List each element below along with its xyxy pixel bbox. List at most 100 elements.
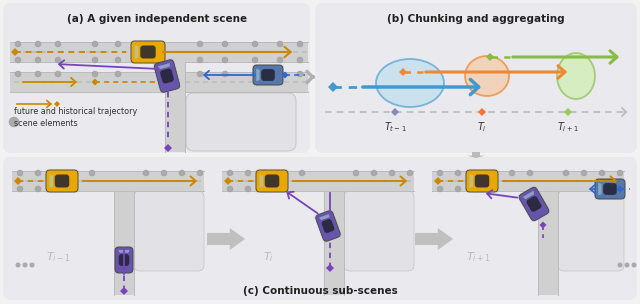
Polygon shape (61, 180, 66, 182)
Polygon shape (526, 180, 531, 182)
Circle shape (197, 71, 203, 77)
Polygon shape (221, 81, 226, 83)
FancyBboxPatch shape (160, 68, 174, 84)
Polygon shape (77, 51, 82, 53)
Polygon shape (23, 81, 28, 83)
Polygon shape (562, 180, 567, 182)
Circle shape (407, 170, 413, 176)
Polygon shape (164, 144, 172, 152)
Circle shape (389, 170, 395, 176)
Polygon shape (118, 250, 129, 253)
FancyBboxPatch shape (252, 64, 284, 86)
Polygon shape (49, 174, 53, 188)
Circle shape (297, 71, 303, 77)
FancyBboxPatch shape (134, 191, 204, 271)
Polygon shape (463, 180, 468, 182)
FancyBboxPatch shape (45, 169, 79, 193)
Polygon shape (114, 191, 134, 295)
Polygon shape (540, 222, 547, 229)
Polygon shape (230, 51, 235, 53)
Ellipse shape (465, 56, 509, 96)
Polygon shape (490, 180, 495, 182)
Polygon shape (326, 264, 334, 272)
Text: future and historical trajectory: future and historical trajectory (14, 107, 137, 116)
Polygon shape (70, 180, 75, 182)
Polygon shape (598, 180, 603, 182)
Circle shape (179, 170, 185, 176)
Polygon shape (77, 81, 82, 83)
Polygon shape (391, 108, 399, 116)
Polygon shape (133, 180, 138, 182)
Text: $T_{i+1}$: $T_{i+1}$ (557, 120, 579, 134)
Polygon shape (282, 71, 289, 78)
Circle shape (15, 262, 20, 268)
Circle shape (29, 262, 35, 268)
Polygon shape (253, 180, 258, 182)
Polygon shape (486, 53, 494, 61)
Polygon shape (59, 81, 64, 83)
Polygon shape (298, 180, 303, 182)
Circle shape (297, 41, 303, 47)
Circle shape (35, 186, 41, 192)
Circle shape (297, 57, 303, 63)
FancyBboxPatch shape (465, 169, 499, 193)
Polygon shape (86, 51, 91, 53)
Polygon shape (478, 108, 486, 116)
Polygon shape (399, 68, 407, 76)
Circle shape (55, 41, 61, 47)
Polygon shape (280, 180, 285, 182)
Polygon shape (34, 180, 39, 182)
Circle shape (9, 117, 19, 127)
Circle shape (563, 170, 569, 176)
Polygon shape (113, 51, 118, 53)
Polygon shape (535, 180, 540, 182)
Polygon shape (607, 180, 612, 182)
Polygon shape (113, 81, 118, 83)
Polygon shape (293, 81, 298, 83)
Circle shape (527, 170, 533, 176)
Circle shape (371, 170, 377, 176)
Polygon shape (122, 81, 127, 83)
FancyBboxPatch shape (153, 58, 181, 94)
Polygon shape (10, 42, 308, 62)
FancyBboxPatch shape (118, 254, 129, 266)
Circle shape (299, 170, 305, 176)
Polygon shape (302, 51, 307, 53)
Polygon shape (316, 180, 321, 182)
FancyBboxPatch shape (594, 178, 626, 200)
Circle shape (252, 57, 258, 63)
Ellipse shape (376, 59, 444, 107)
Polygon shape (106, 180, 111, 182)
FancyBboxPatch shape (46, 170, 78, 192)
Text: $T_{i-1}$: $T_{i-1}$ (45, 250, 70, 264)
Circle shape (222, 41, 228, 47)
Polygon shape (230, 81, 235, 83)
Circle shape (281, 170, 287, 176)
Circle shape (277, 57, 283, 63)
Polygon shape (92, 78, 99, 85)
FancyBboxPatch shape (344, 191, 414, 271)
FancyBboxPatch shape (604, 183, 617, 195)
Polygon shape (140, 51, 145, 53)
Polygon shape (469, 174, 473, 188)
Circle shape (15, 57, 21, 63)
Polygon shape (293, 51, 298, 53)
Polygon shape (445, 180, 450, 182)
FancyBboxPatch shape (115, 247, 133, 273)
Polygon shape (257, 81, 262, 83)
Polygon shape (352, 180, 357, 182)
Polygon shape (553, 180, 558, 182)
Circle shape (53, 170, 59, 176)
Circle shape (89, 170, 95, 176)
Polygon shape (580, 180, 585, 182)
Polygon shape (149, 51, 154, 53)
Polygon shape (564, 108, 572, 116)
Polygon shape (226, 180, 231, 182)
Circle shape (625, 262, 630, 268)
FancyBboxPatch shape (466, 170, 498, 192)
Polygon shape (325, 180, 330, 182)
Polygon shape (397, 180, 402, 182)
Polygon shape (436, 180, 441, 182)
Polygon shape (140, 81, 145, 83)
Circle shape (473, 186, 479, 192)
